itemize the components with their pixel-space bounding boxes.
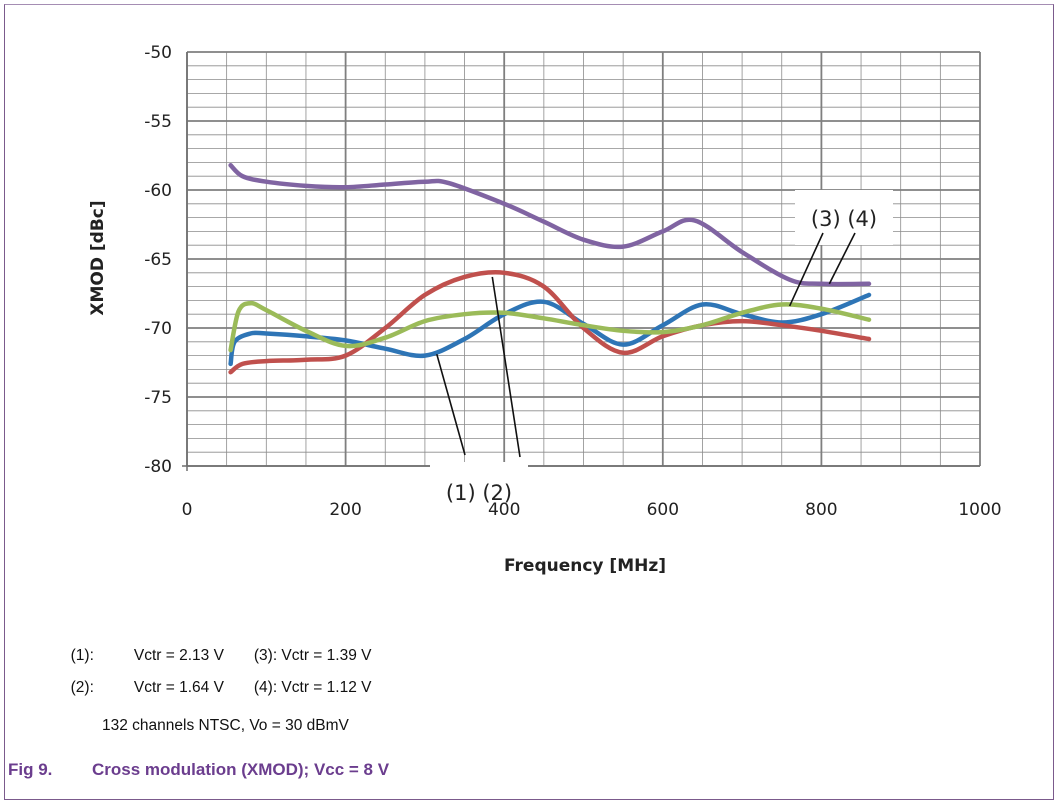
figure-number: Fig 9. [8,760,53,779]
y-tick-label: -60 [144,181,172,201]
y-tick-label: -70 [144,319,172,339]
figure-caption: Fig 9. Cross modulation (XMOD); Vcc = 8 V [8,760,389,780]
tick-labels: 0 200 400 600 800 1000 -50 -55 -60 -65 -70 -75 -80 [144,43,1001,520]
callout-leader-line [436,354,466,456]
callout-box [795,190,893,245]
callout-1: (1) (2) [430,276,528,517]
x-tick-label: 800 [805,500,837,520]
series-line-red [228,270,872,375]
axes [182,52,980,471]
x-tick-label: 0 [182,500,193,520]
y-tick-label: -80 [144,457,172,477]
x-axis-title: Frequency [MHz] [504,556,666,576]
x-tick-label: 600 [647,500,679,520]
legend-row-2: (2): Vctr = 1.64 V (4): Vctr = 1.12 V [62,661,372,697]
callout-label: (3) (4) [811,207,877,231]
x-tick-label: 400 [488,500,520,520]
figure-frame [4,4,1054,800]
legend-num-2: (2): [70,679,94,696]
legend-item-3: (3): Vctr = 1.39 V [253,647,372,664]
callout-leader-line [788,232,824,307]
legend-val-2: Vctr = 1.64 V [133,679,224,696]
callout-label: (1) (2) [446,481,512,505]
callout-2: (3) (4) [788,190,893,307]
legend-num-1: (1): [70,647,94,664]
y-tick-label: -75 [144,388,172,408]
series-line-purple [228,162,872,287]
y-tick-label: -50 [144,43,172,63]
y-tick-label: -65 [144,250,172,270]
callout-leader-line [828,232,856,285]
y-axis-title: XMOD [dBc] [88,200,108,315]
legend-item-4: (4): Vctr = 1.12 V [253,679,372,696]
figure-title: Cross modulation (XMOD); Vcc = 8 V [92,760,390,779]
callout-box [430,462,528,517]
x-tick-label: 1000 [958,500,1001,520]
callout-layer: (1) (2) (3) (4) [430,190,893,517]
series-line-green [228,300,872,353]
chart: (1) (2) (3) (4) 0 200 400 600 800 1000 -50 -55 -6… [88,43,1002,576]
y-tick-label: -55 [144,112,172,132]
legend-val-1: Vctr = 2.13 V [133,647,224,664]
callout-leader-line [491,276,521,458]
series-layer [228,162,872,375]
legend-row-1: (1): Vctr = 2.13 V (3): Vctr = 1.39 V [62,629,372,665]
x-tick-label: 200 [329,500,361,520]
measurement-note: 132 channels NTSC, Vo = 30 dBmV [102,717,349,734]
